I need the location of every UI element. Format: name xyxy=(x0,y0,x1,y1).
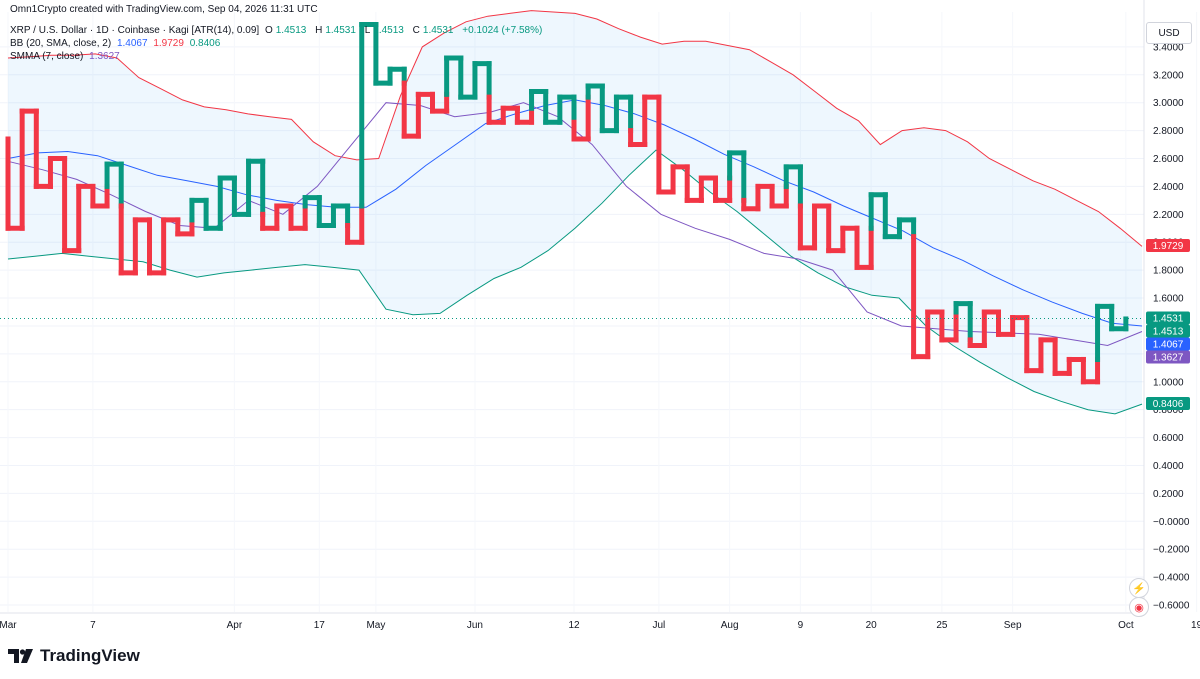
bb-lower-value: 0.8406 xyxy=(189,38,221,49)
price-tick-label: 1.8000 xyxy=(1153,266,1184,277)
time-tick-label: Oct xyxy=(1118,620,1134,631)
time-tick-label: Aug xyxy=(721,620,739,631)
time-tick-label: 12 xyxy=(568,620,580,631)
symbol-legend: XRP / U.S. Dollar · 1D · Coinbase · Kagi… xyxy=(10,25,545,36)
price-axis-labels: 1.9729 1.4531 1.4513 1.4067 1.3627 0.8406 xyxy=(1146,239,1190,411)
price-tick-label: 0.8000 xyxy=(1153,405,1184,416)
bb-mid-value: 1.4067 xyxy=(116,38,148,49)
bb-upper-value: 1.9729 xyxy=(153,38,184,49)
price-label-text: 1.9729 xyxy=(1153,241,1184,252)
time-tick-label: Jul xyxy=(653,620,666,631)
tradingview-logo-icon xyxy=(8,649,33,663)
bollinger-lower-line xyxy=(7,149,1143,415)
time-tick-label: 25 xyxy=(936,620,948,631)
price-label-text: 1.3627 xyxy=(1153,353,1184,364)
price-tick-label: 2.6000 xyxy=(1153,154,1184,165)
price-tick-label: 0.4000 xyxy=(1153,461,1184,472)
price-change: +0.1024 (+7.58%) xyxy=(462,25,543,36)
price-label-box xyxy=(1146,350,1190,364)
price-label-text: 0.8406 xyxy=(1153,399,1184,410)
price-tick-label: 0.2000 xyxy=(1153,489,1184,500)
bollinger-upper-line xyxy=(7,10,1143,247)
bollinger-band-fill xyxy=(8,10,1142,414)
tradingview-logo: TradingView xyxy=(8,646,140,666)
price-tick-label: 2.4000 xyxy=(1153,182,1184,193)
price-tick-label: 0.6000 xyxy=(1153,433,1184,444)
price-label-box xyxy=(1146,239,1190,253)
time-tick-label: Jun xyxy=(467,620,483,631)
price-label-box xyxy=(1146,311,1190,325)
time-tick-label: 17 xyxy=(314,620,326,631)
price-label-box xyxy=(1146,397,1190,411)
price-label-text: 1.4513 xyxy=(1153,327,1184,338)
time-tick-label: Mar xyxy=(0,620,17,631)
price-tick-label: 1.0000 xyxy=(1153,377,1184,388)
price-tick-label: −0.2000 xyxy=(1153,545,1190,556)
chart-credit: Omn1Crypto created with TradingView.com,… xyxy=(10,4,318,15)
smma-value: 1.3627 xyxy=(89,51,120,62)
price-tick-label: 3.2000 xyxy=(1153,70,1184,81)
price-label-box xyxy=(1146,324,1190,338)
ohlc-close: C 1.4531 xyxy=(412,25,454,36)
time-axis[interactable]: Mar7Apr17MayJun12JulAug92025SepOct19NovD… xyxy=(0,612,1200,631)
time-tick-label: 20 xyxy=(866,620,878,631)
price-tick-label: 2.2000 xyxy=(1153,210,1184,221)
time-tick-label: 7 xyxy=(90,620,96,631)
currency-button[interactable]: USD xyxy=(1146,22,1192,44)
price-axis[interactable]: 3.4000 3.2000 3.0000 2.8000 2.6000 2.4000 2.20… xyxy=(1143,0,1190,614)
ohlc-high: H 1.4531 xyxy=(315,25,356,36)
time-tick-label: 9 xyxy=(798,620,804,631)
grid xyxy=(0,12,1198,612)
ohlc-open: O 1.4513 xyxy=(264,25,307,36)
ohlc-low: L 1.4513 xyxy=(364,25,404,36)
brand-name: TradingView xyxy=(40,646,140,665)
bb-label: BB (20, SMA, close, 2) xyxy=(10,38,112,49)
smma-legend[interactable]: SMMA (7, close) 1.3627 xyxy=(10,51,123,62)
time-tick-label: Sep xyxy=(1004,620,1022,631)
smma-label: SMMA (7, close) xyxy=(10,51,84,62)
kagi-series xyxy=(5,22,1129,385)
time-tick-label: Apr xyxy=(227,620,243,631)
price-label-text: 1.4067 xyxy=(1153,340,1184,351)
price-tick-label: 2.8000 xyxy=(1153,126,1184,137)
symbol-title[interactable]: XRP / U.S. Dollar · 1D · Coinbase · Kagi… xyxy=(10,25,260,36)
price-tick-label: −0.0000 xyxy=(1153,517,1190,528)
price-tick-label: −0.4000 xyxy=(1153,573,1190,584)
time-tick-label: May xyxy=(366,620,385,631)
price-label-text: 1.4531 xyxy=(1153,314,1184,325)
price-tick-label: 1.6000 xyxy=(1153,294,1184,305)
flag-icon[interactable]: ◉ xyxy=(1129,597,1149,617)
price-tick-label: −0.6000 xyxy=(1153,601,1190,612)
price-tick-label: 3.4000 xyxy=(1153,42,1184,53)
price-tick-label: 3.0000 xyxy=(1153,98,1184,109)
lightning-icon[interactable]: ⚡ xyxy=(1129,578,1149,598)
price-label-box xyxy=(1146,337,1190,351)
bb-legend[interactable]: BB (20, SMA, close, 2) 1.4067 1.9729 0.8… xyxy=(10,38,223,49)
time-tick-label: 19 xyxy=(1191,620,1200,631)
